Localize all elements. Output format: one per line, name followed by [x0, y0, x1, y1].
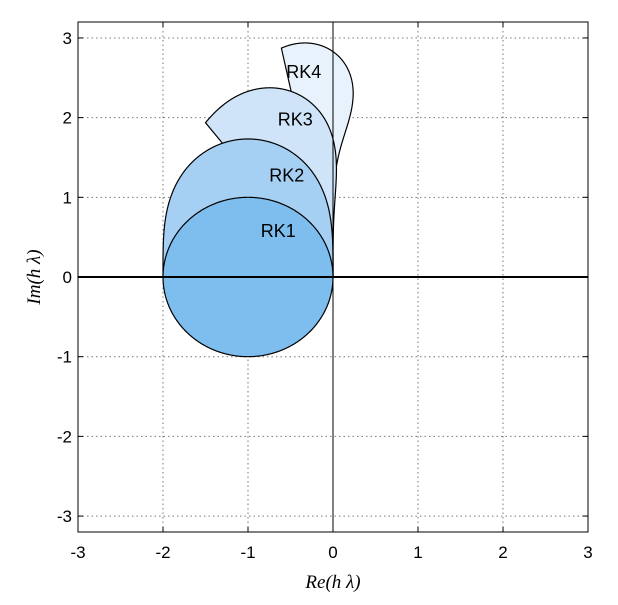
x-tick-label: -2 [155, 543, 170, 562]
reference-lines [78, 22, 588, 532]
x-tick-label: 0 [328, 543, 337, 562]
label-rk3: RK3 [278, 110, 313, 130]
x-tick-label: -1 [240, 543, 255, 562]
x-tick-label: -3 [70, 543, 85, 562]
region-labels: RK4 RK3 RK2 RK1 [261, 62, 322, 241]
label-rk2: RK2 [269, 165, 304, 185]
y-tick-label: -3 [57, 507, 72, 526]
y-axis-label: Im(h λ) [24, 249, 45, 305]
axis-ticks: -3 -2 -1 0 1 2 3 3 2 1 0 -1 -2 -3 [57, 22, 593, 562]
y-tick-label: 0 [63, 268, 72, 287]
y-tick-label: 1 [63, 188, 72, 207]
y-tick-label: -1 [57, 348, 72, 367]
label-rk1: RK1 [261, 221, 296, 241]
y-tick-label: -2 [57, 427, 72, 446]
x-tick-label: 2 [498, 543, 507, 562]
x-tick-label: 1 [413, 543, 422, 562]
x-axis-label: Re(h λ) [304, 572, 360, 593]
y-tick-label: 2 [63, 109, 72, 128]
stability-regions [162, 42, 354, 358]
y-tick-label: 3 [63, 29, 72, 48]
x-tick-label: 3 [583, 543, 592, 562]
label-rk4: RK4 [286, 62, 321, 82]
